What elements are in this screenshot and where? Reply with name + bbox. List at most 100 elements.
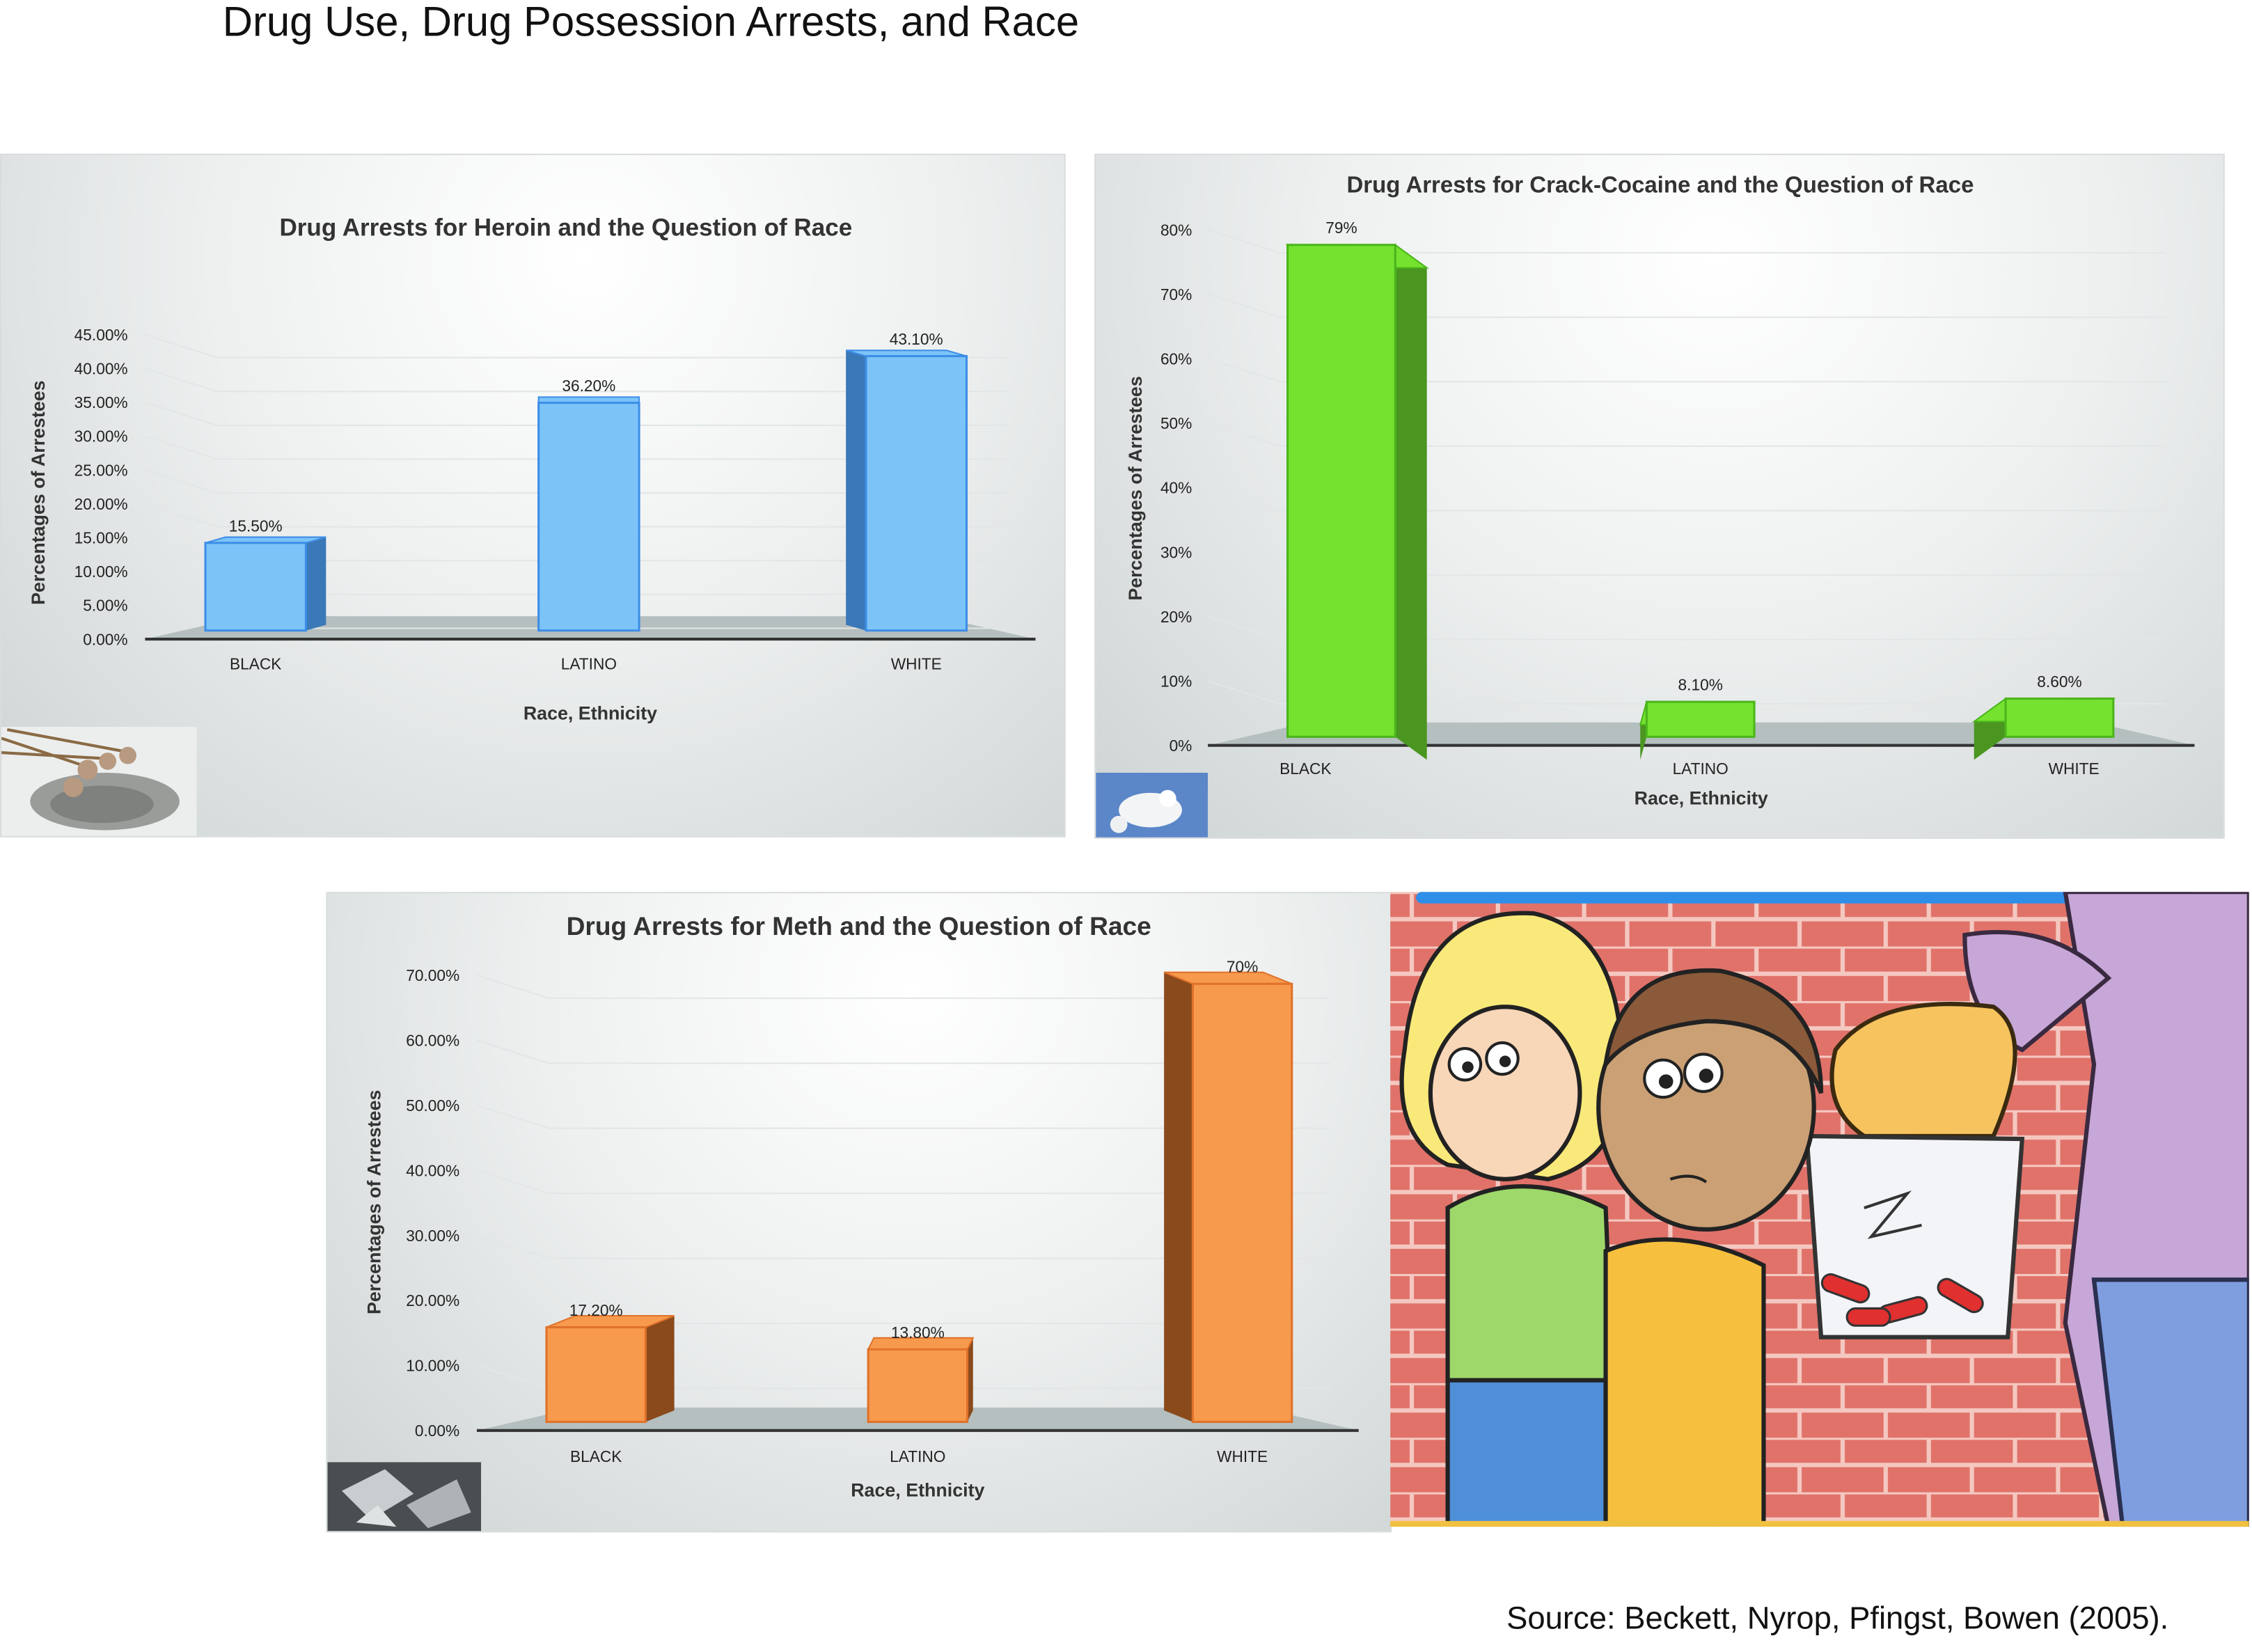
gridline [476, 1170, 1330, 1195]
data-label: 8.10% [1678, 676, 1723, 694]
gridline [476, 1104, 1330, 1129]
gridline [145, 503, 1007, 528]
y-axis-label: Percentages of Arrestees [1125, 376, 1146, 600]
chart-title: Drug Arrests for Heroin and the Question… [279, 214, 852, 241]
gridline [1207, 615, 2166, 640]
chart-title: Drug Arrests for Meth and the Question o… [567, 911, 1151, 941]
y-tick-label: 15.00% [74, 529, 128, 547]
x-axis-label: Race, Ethnicity [851, 1480, 984, 1501]
page-title: Drug Use, Drug Possession Arrests, and R… [222, 0, 1080, 47]
y-tick-label: 70.00% [406, 966, 459, 984]
y-tick-label: 30.00% [406, 1227, 459, 1245]
bar-white [865, 355, 968, 632]
x-tick-label: WHITE [891, 654, 942, 672]
y-tick-label: 70% [1160, 285, 1192, 304]
y-axis-label: Percentages of Arrestees [28, 380, 49, 604]
gridline [145, 333, 1007, 359]
y-tick-label: 30.00% [74, 427, 128, 446]
heroin-chart-panel: 0.00% 5.00% 10.00% 15.00% 20.00% 25.00% 30.00%… [0, 153, 1066, 837]
bar-black [1286, 244, 1396, 738]
data-label: 13.80% [891, 1323, 945, 1342]
data-label: 17.20% [569, 1301, 623, 1319]
poppy-seed-icon [1, 726, 197, 836]
data-label: 79% [1325, 219, 1357, 237]
y-tick-label: 10.00% [406, 1357, 459, 1375]
data-label: 15.50% [229, 517, 283, 535]
bar-side-black [306, 537, 326, 631]
bar-latino [867, 1348, 969, 1424]
data-label: 8.60% [2037, 672, 2081, 691]
bar-black [545, 1325, 647, 1424]
y-tick-label: 20.00% [406, 1291, 459, 1309]
cartoon-illustration [1390, 892, 2249, 1527]
y-tick-label: 25.00% [74, 461, 128, 479]
y-tick-label: 10% [1160, 672, 1192, 690]
gridline [1207, 551, 2166, 576]
chart-title: Drug Arrests for Crack-Cocaine and the Q… [1346, 171, 1974, 197]
gridline [476, 1039, 1330, 1064]
bar-side-black [645, 1316, 675, 1422]
gridline [145, 469, 1007, 494]
x-tick-label: LATINO [1673, 760, 1729, 778]
y-axis-label: Percentages of Arrestees [364, 1090, 385, 1314]
bar-white [2004, 697, 2115, 738]
bar-side-white [846, 350, 867, 631]
y-tick-label: 30% [1160, 543, 1192, 561]
y-tick-label: 10.00% [74, 563, 128, 581]
x-tick-label: BLACK [230, 654, 281, 672]
y-tick-label: 45.00% [74, 326, 128, 344]
gridline [476, 1300, 1330, 1325]
bar-side-black [1395, 244, 1427, 760]
gridline [1207, 422, 2166, 447]
gridline [1207, 487, 2166, 512]
gridline [1207, 358, 2166, 383]
y-tick-label: 5.00% [83, 597, 127, 615]
x-axis-label: Race, Ethnicity [1635, 787, 1768, 808]
x-tick-label: BLACK [1279, 760, 1331, 778]
x-tick-label: WHITE [1217, 1447, 1268, 1465]
source-citation: Source: Beckett, Nyrop, Pfingst, Bowen (… [1506, 1600, 2169, 1636]
crack-cocaine-chart-panel: 0% 10% 20% 30% 40% 50% 60% 70% 80% 79% BLACK 8.10% L… [1094, 153, 2225, 839]
y-tick-label: 80% [1160, 221, 1192, 239]
x-tick-label: LATINO [561, 654, 617, 672]
y-tick-label: 20% [1160, 608, 1192, 626]
x-tick-label: WHITE [2049, 760, 2100, 778]
y-tick-label: 35.00% [74, 393, 128, 411]
gridline [145, 368, 1007, 393]
meth-chart: 0.00% 10.00% 20.00% 30.00% 40.00% 50.00% 60.00… [364, 911, 1359, 1501]
y-tick-label: 50% [1160, 414, 1192, 432]
bar-side-latino [967, 1337, 973, 1422]
y-tick-label: 50.00% [406, 1096, 459, 1115]
y-tick-label: 0% [1170, 737, 1192, 755]
cocaine-powder-icon [1096, 772, 1208, 837]
x-tick-label: BLACK [570, 1447, 622, 1465]
y-tick-label: 40.00% [406, 1161, 459, 1179]
y-tick-label: 40.00% [74, 360, 128, 378]
bar-black [204, 542, 307, 632]
y-tick-label: 40% [1160, 479, 1192, 497]
meth-crystal-icon [327, 1462, 482, 1532]
heroin-chart: 0.00% 5.00% 10.00% 15.00% 20.00% 25.00% 30.00%… [28, 214, 1036, 724]
gridline [476, 1234, 1330, 1259]
y-tick-label: 20.00% [74, 495, 128, 513]
data-label: 70% [1227, 958, 1258, 976]
kids-offered-pills-illustration [1390, 892, 2249, 1527]
bar-latino [1645, 700, 1756, 738]
gridline [145, 401, 1007, 426]
bar-white [1191, 982, 1293, 1424]
gridline [476, 974, 1330, 999]
gridline [1207, 229, 2166, 254]
gridline [1207, 680, 2166, 705]
y-tick-label: 60.00% [406, 1032, 459, 1050]
meth-chart-panel: 0.00% 10.00% 20.00% 30.00% 40.00% 50.00% 60.00… [326, 892, 1392, 1533]
x-axis-label: Race, Ethnicity [523, 703, 657, 724]
y-tick-label: 60% [1160, 350, 1192, 368]
y-tick-label: 0.00% [415, 1422, 459, 1440]
crack-cocaine-chart: 0% 10% 20% 30% 40% 50% 60% 70% 80% 79% BLACK 8.10% L… [1125, 171, 2195, 808]
bar-side-white [1164, 972, 1193, 1422]
data-label: 43.10% [890, 330, 943, 348]
gridline [145, 435, 1007, 460]
data-label: 36.20% [562, 377, 615, 395]
bar-latino [537, 402, 640, 632]
